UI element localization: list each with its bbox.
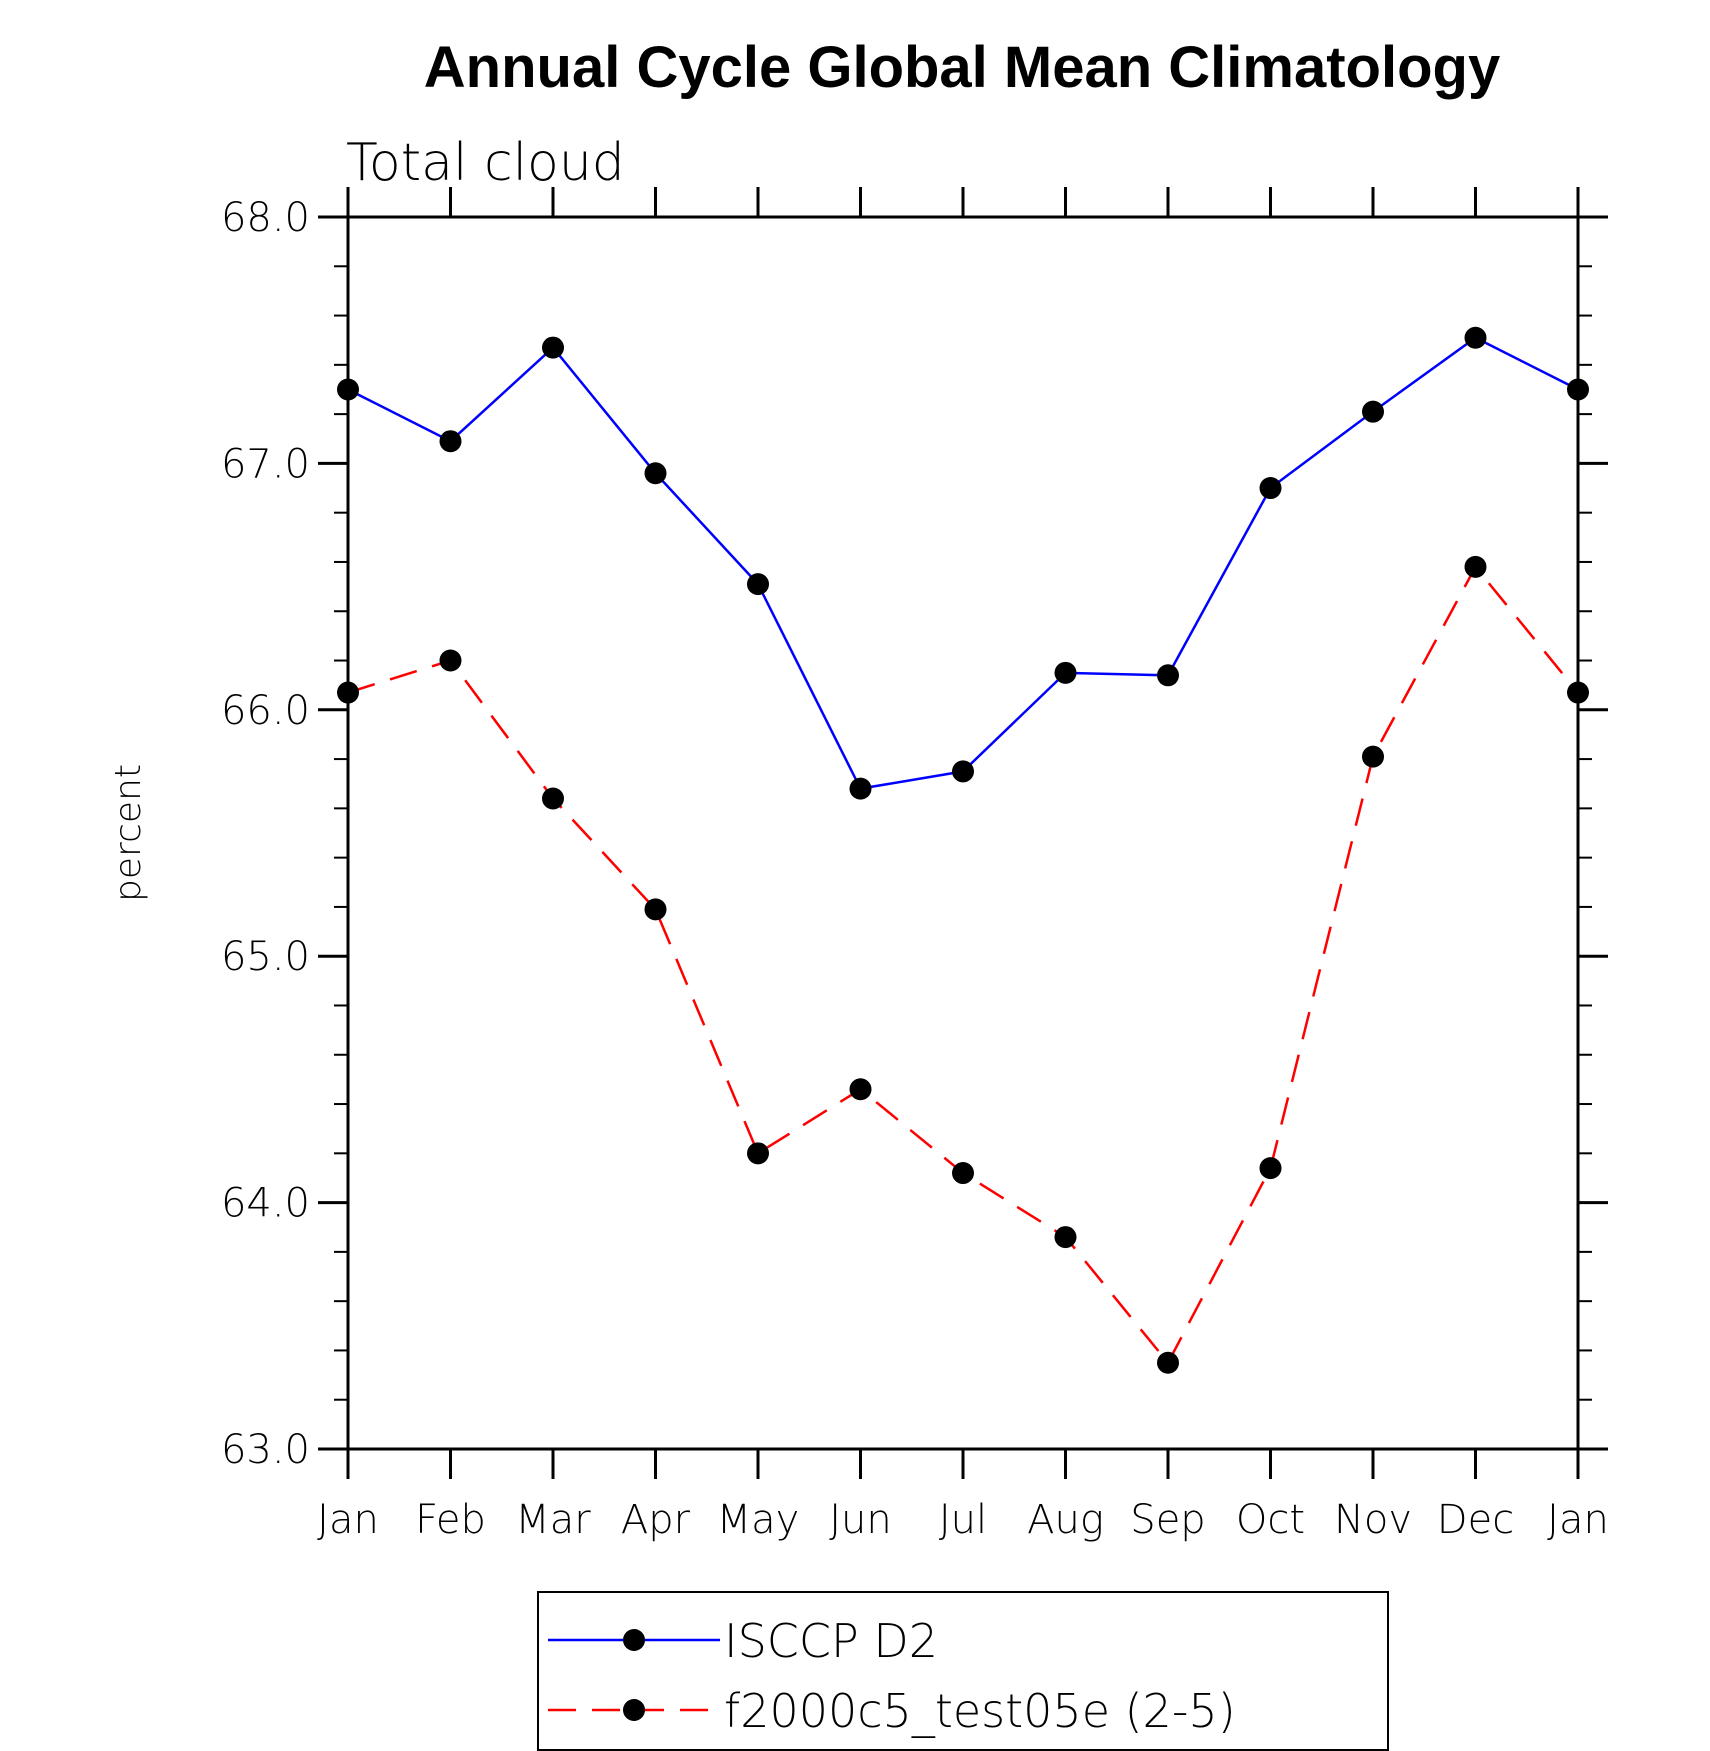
data-point: [1054, 1226, 1077, 1249]
x-tick-label: Dec: [1437, 1497, 1514, 1543]
x-tick-label: Feb: [415, 1497, 486, 1543]
y-tick-label: 66.0: [221, 688, 310, 734]
series-1: [337, 326, 1589, 800]
data-point: [644, 462, 667, 485]
data-point: [644, 898, 667, 921]
x-tick-label: Jan: [1547, 1497, 1609, 1543]
data-point: [1362, 400, 1384, 423]
data-point: [747, 573, 769, 596]
data-point: [952, 1162, 974, 1185]
data-point: [542, 787, 564, 810]
x-tick-label: Oct: [1236, 1497, 1305, 1543]
legend-item: f2000c5_test05e (2-5): [548, 1684, 1236, 1738]
chart-title: Annual Cycle Global Mean Climatology: [424, 35, 1500, 100]
legend-box: [537, 1591, 1389, 1751]
y-tick-label: 68.0: [221, 195, 310, 241]
data-point: [1362, 745, 1384, 768]
data-point: [952, 760, 974, 783]
x-tick-label: Nov: [1334, 1497, 1412, 1543]
data-point: [1157, 664, 1179, 687]
plot-area-frame: [346, 215, 1580, 1451]
x-tick-label: Jun: [829, 1497, 892, 1543]
data-point: [439, 430, 462, 453]
legend-item: ISCCP D2: [548, 1614, 938, 1668]
data-point: [1464, 555, 1487, 578]
data-point: [1259, 477, 1282, 500]
data-point: [542, 336, 564, 359]
legend-label: ISCCP D2: [724, 1614, 938, 1668]
data-point: [439, 649, 462, 672]
legend: ISCCP D2 f2000c5_test05e (2-5): [537, 1591, 1389, 1751]
data-point: [1054, 661, 1077, 684]
data-point: [1464, 326, 1487, 349]
data-point: [337, 378, 359, 401]
y-tick-label: 65.0: [221, 934, 310, 980]
data-point: [849, 777, 872, 800]
x-tick-label: Aug: [1027, 1497, 1104, 1543]
x-tick-label: Jul: [939, 1497, 987, 1543]
y-tick-label: 64.0: [221, 1181, 310, 1227]
y-axis-label: percent: [108, 764, 149, 902]
data-point: [1157, 1351, 1179, 1374]
series-layer: [337, 326, 1589, 1374]
y-tick-label: 63.0: [221, 1427, 310, 1473]
chart-subtitle: Total cloud: [346, 133, 625, 193]
data-point: [1259, 1157, 1282, 1180]
y-tick-label: 67.0: [221, 441, 310, 487]
x-tick-label: Sep: [1130, 1497, 1205, 1543]
x-tick-label: Apr: [621, 1497, 691, 1543]
data-point: [1567, 378, 1589, 401]
legend-marker: [623, 1629, 645, 1651]
data-point: [849, 1078, 872, 1101]
series-line: [347, 564, 1579, 1366]
data-point: [747, 1142, 769, 1165]
legend-items: ISCCP D2 f2000c5_test05e (2-5): [548, 1614, 1236, 1738]
series-2: [337, 555, 1589, 1374]
data-point: [337, 681, 359, 704]
axis-ticks: 63.0 64.0 65.0 66.0 67.0 68.0 Jan Feb Mar Apr May J…: [221, 187, 1609, 1543]
x-tick-label: Jan: [317, 1497, 379, 1543]
data-point: [1567, 681, 1589, 704]
x-tick-label: May: [717, 1497, 800, 1543]
legend-label: f2000c5_test05e (2-5): [724, 1684, 1236, 1738]
x-tick-label: Mar: [515, 1497, 591, 1543]
legend-marker: [623, 1699, 645, 1721]
